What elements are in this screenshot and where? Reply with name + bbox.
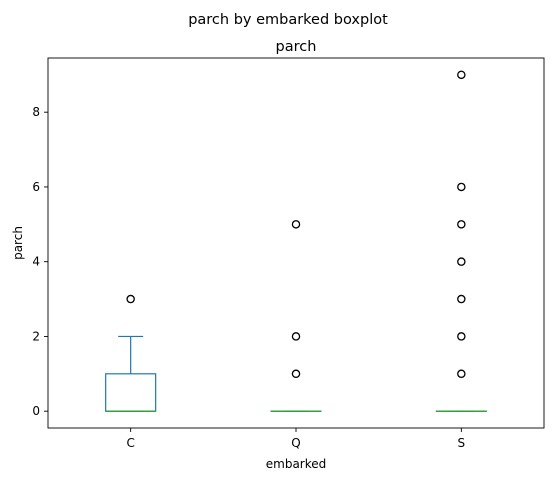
plot-area: 0 2 4 6 8 C Q S (32, 70, 487, 450)
chart-suptitle: parch by embarked boxplot (188, 12, 388, 28)
y-axis-label: parch (11, 226, 25, 260)
y-tick-label: 6 (32, 180, 40, 194)
outlier-point (457, 369, 466, 379)
y-tick-label: 0 (32, 404, 40, 418)
outlier-point (291, 220, 301, 229)
x-tick-label: C (126, 436, 134, 450)
axes-frame (47, 57, 545, 429)
outlier-point (457, 257, 466, 266)
chart-title: parch (276, 39, 317, 55)
outlier-point (291, 332, 301, 341)
outlier-point (457, 294, 466, 304)
outlier-point (126, 294, 135, 304)
box-C (105, 373, 157, 412)
x-tick-label: Q (291, 436, 300, 450)
outlier-point (291, 369, 301, 379)
outlier-point (457, 70, 466, 80)
y-tick-label: 4 (32, 255, 40, 269)
outlier-point (457, 182, 466, 192)
y-tick-label: 8 (32, 105, 40, 119)
x-tick-label: S (458, 436, 466, 450)
x-axis-label: embarked (266, 457, 327, 471)
outlier-point (457, 332, 466, 341)
outlier-point (457, 220, 466, 229)
y-tick-label: 2 (32, 329, 40, 343)
